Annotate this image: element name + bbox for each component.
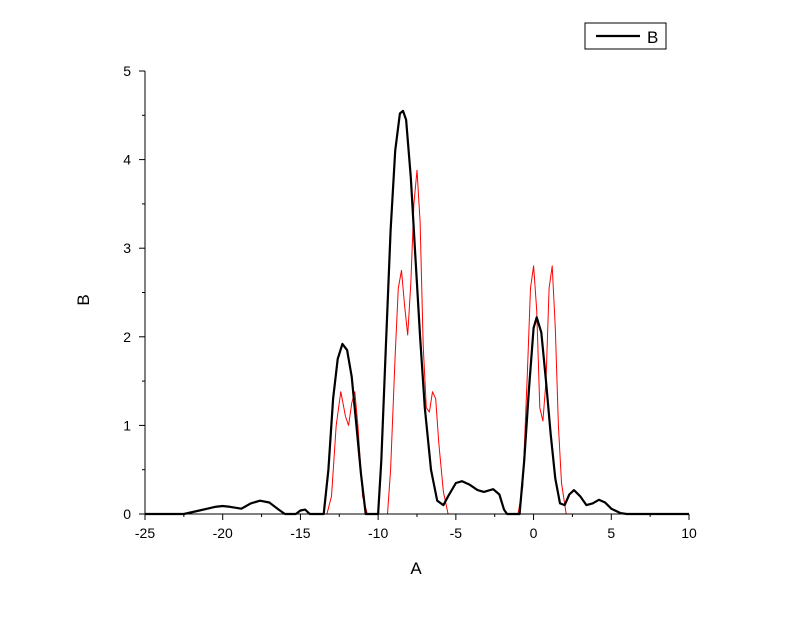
legend-label-b: B	[647, 28, 658, 47]
y-axis-title: B	[74, 294, 93, 305]
series-red-line	[145, 169, 689, 515]
legend: B	[584, 22, 667, 50]
y-tick-label: 1	[123, 417, 131, 433]
x-tick-label: 0	[530, 525, 538, 541]
y-tick-label: 5	[123, 63, 131, 79]
ticks: -25 -20 -15 -10 -5 0 5 10 0 1 2 3 4 5	[123, 63, 697, 541]
x-axis-title: A	[410, 559, 422, 578]
x-tick-label: -5	[450, 525, 463, 541]
plot-lines	[145, 109, 689, 516]
x-tick-label: 10	[681, 525, 697, 541]
y-tick-label: 0	[123, 506, 131, 522]
x-tick-label: -15	[290, 525, 310, 541]
y-tick-label: 2	[123, 329, 131, 345]
y-tick-label: 4	[123, 152, 131, 168]
x-tick-label: -10	[368, 525, 388, 541]
x-tick-label: -25	[135, 525, 155, 541]
y-tick-label: 3	[123, 240, 131, 256]
x-tick-label: 5	[607, 525, 615, 541]
x-tick-label: -20	[213, 525, 233, 541]
